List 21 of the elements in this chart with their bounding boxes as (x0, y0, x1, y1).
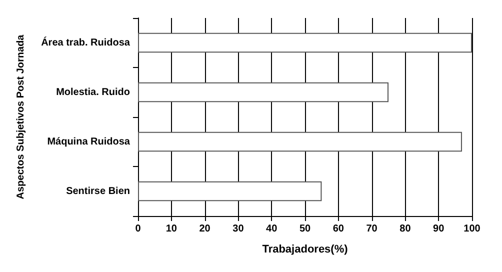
x-tick-label: 90 (433, 224, 445, 234)
x-tick-label: 30 (232, 224, 244, 234)
y-tick-label: Área trab. Ruidosa (41, 36, 130, 48)
y-tick-label: Molestia. Ruido (56, 86, 130, 98)
y-tick-label: Máquina Ruidosa (47, 136, 130, 148)
y-tick-label: Sentirse Bien (66, 186, 130, 197)
bar (138, 181, 322, 202)
bar (138, 32, 472, 53)
bar (138, 82, 388, 102)
x-tick-label: 50 (299, 224, 311, 234)
x-tick-label: 100 (464, 224, 481, 234)
x-tick-label: 60 (332, 224, 344, 234)
x-tick-label: 20 (199, 224, 211, 234)
x-tick-label: 70 (366, 224, 378, 234)
x-tick-label: 40 (266, 224, 278, 234)
x-axis-title: Trabajadores(%) (262, 244, 348, 256)
y-axis-title: Aspectos Subjetivos Post Jornada (16, 34, 26, 200)
x-tick-label: 10 (166, 224, 178, 234)
bar (138, 132, 462, 152)
x-tick-label: 0 (135, 224, 142, 234)
x-tick-label: 80 (400, 224, 412, 234)
